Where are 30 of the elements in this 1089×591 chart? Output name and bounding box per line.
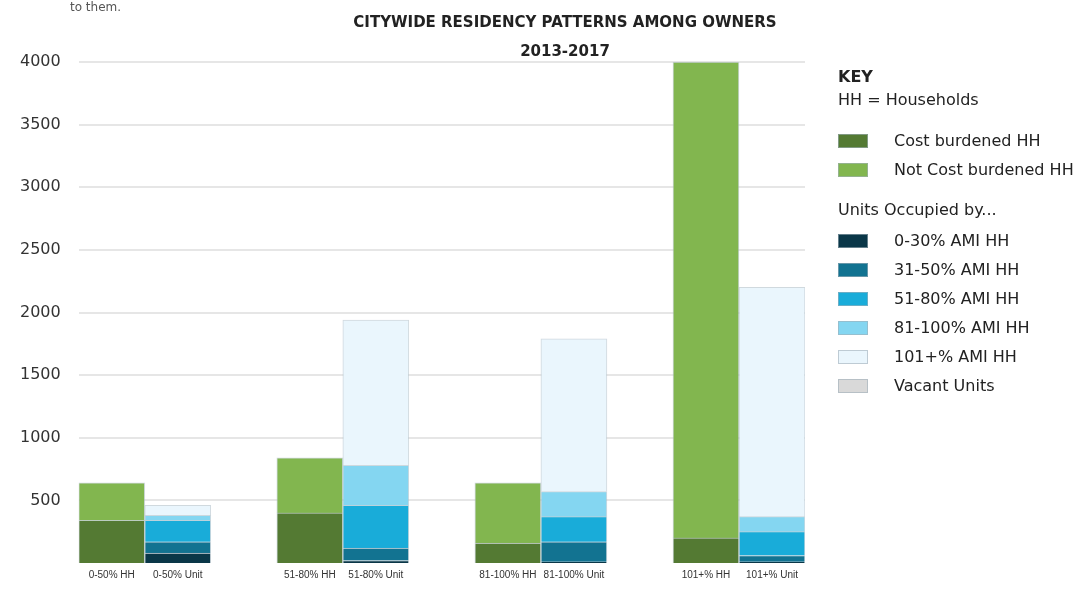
legend-title: KEY bbox=[838, 66, 874, 88]
legend-label: 101+% AMI HH bbox=[894, 347, 1017, 366]
y-tick-label: 500 bbox=[30, 489, 61, 509]
x-tick-label: 81-100% HH bbox=[479, 568, 537, 580]
y-tick-label: 2000 bbox=[20, 301, 61, 321]
text: HH = Households bbox=[838, 89, 980, 111]
x-tick-label: 0-50% Unit bbox=[153, 568, 203, 580]
x-tick-label: 101+% HH bbox=[681, 568, 731, 580]
y-tick-label: 3500 bbox=[20, 113, 61, 133]
y-tick-label: 2500 bbox=[20, 239, 61, 259]
x-tick-label: 51-80% HH bbox=[283, 568, 336, 580]
x-tick-label: 51-80% Unit bbox=[348, 568, 404, 580]
y-tick-label: 1500 bbox=[20, 364, 61, 384]
legend-label: 0-30% AMI HH bbox=[894, 231, 1010, 250]
y-tick-label: 4000 bbox=[20, 51, 61, 71]
y-tick-label: 1000 bbox=[20, 426, 61, 446]
chart-subtitle: 2013-2017 bbox=[519, 41, 611, 62]
legend-label: Cost burdened HH bbox=[894, 131, 1041, 150]
legend-label: 51-80% AMI HH bbox=[894, 289, 1020, 308]
y-tick-label: 3000 bbox=[20, 176, 61, 196]
legend-label: Not Cost burdened HH bbox=[894, 160, 1074, 179]
legend-label: 31-50% AMI HH bbox=[894, 260, 1020, 279]
x-tick-label: 101+% Unit bbox=[746, 568, 799, 580]
x-tick-label: 81-100% Unit bbox=[543, 568, 605, 580]
legend-label: 81-100% AMI HH bbox=[894, 318, 1030, 337]
legend-label: Vacant Units bbox=[894, 376, 995, 395]
text: Units Occupied by... bbox=[838, 199, 998, 221]
x-tick-label: 0-50% HH bbox=[88, 568, 135, 580]
chart-title: CITYWIDE RESIDENCY PATTERNS AMONG OWNERS bbox=[352, 12, 778, 33]
text: to them. bbox=[70, 0, 122, 14]
